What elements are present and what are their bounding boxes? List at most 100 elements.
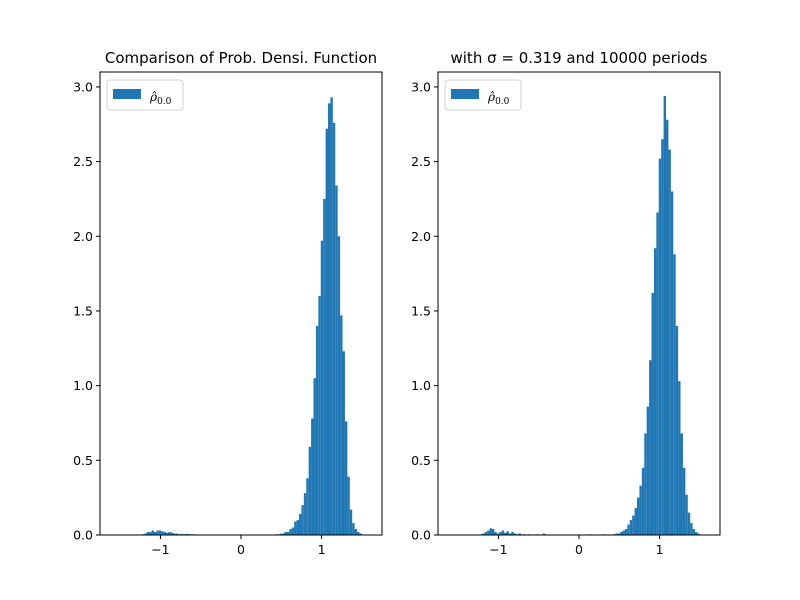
y-tick-label: 2.0 (411, 229, 431, 244)
y-tick-label: 2.5 (73, 154, 93, 169)
chart-title-left: Comparison of Prob. Densi. Function (105, 49, 377, 67)
x-tick-label: −1 (151, 542, 169, 557)
histogram-bar (347, 476, 350, 535)
histogram-bar (149, 532, 152, 535)
legend-box-right (444, 79, 522, 111)
histogram-bar (354, 529, 358, 535)
histogram-bar (299, 514, 302, 535)
histogram-bar (332, 122, 336, 535)
histogram-bar (301, 505, 304, 535)
histogram-bar (330, 97, 333, 535)
legend-label-left: ρ̂0.0 (149, 90, 172, 107)
histogram-bar (484, 532, 488, 535)
histogram-bar (629, 520, 633, 535)
histogram-bar (487, 530, 490, 535)
x-axis-ticks-left: −1 0 1 (151, 535, 326, 557)
histogram-bar (542, 533, 546, 535)
histogram-bar (289, 529, 292, 535)
legend-left: ρ̂0.0 (106, 79, 184, 111)
histogram-bar (513, 533, 517, 535)
histogram-bar (641, 467, 645, 535)
histogram-bar (506, 531, 509, 535)
histogram-bar (146, 532, 150, 535)
histogram-bar (328, 103, 331, 536)
y-tick-label: 1.0 (411, 378, 431, 393)
histogram-bar (501, 530, 505, 535)
histogram-bar (308, 446, 312, 535)
histogram-bar (658, 158, 662, 535)
histogram-bar (357, 532, 360, 535)
histogram-bar (687, 512, 691, 535)
y-tick-label: 2.0 (73, 229, 93, 244)
legend-right: ρ̂0.0 (444, 79, 522, 111)
y-tick-label: 1.0 (73, 378, 93, 393)
histogram-bar (313, 378, 316, 535)
histogram-bar (291, 527, 295, 535)
x-tick-label: 0 (237, 542, 245, 557)
histogram-bar (318, 296, 321, 535)
x-tick-label: 0 (575, 542, 583, 557)
x-tick-label: −1 (489, 542, 507, 557)
histogram-bar (675, 325, 679, 535)
histogram-bar (632, 515, 635, 535)
y-tick-label: 3.0 (73, 79, 93, 94)
histogram-bar (697, 533, 700, 535)
histogram-bar (615, 533, 618, 535)
histogram-bar (151, 530, 154, 535)
histogram-bar (663, 95, 667, 536)
histogram-bar (695, 532, 698, 535)
histogram-bar (158, 530, 162, 535)
histogram-bar (156, 530, 159, 535)
histogram-bar (335, 185, 338, 535)
x-tick-label: 1 (318, 542, 326, 557)
subplot-right: with σ = 0.319 and 10000 periods −1 0 1 0.… (411, 49, 721, 557)
histogram-bar (624, 529, 628, 535)
histogram-bar (163, 532, 167, 535)
histogram-bar (352, 523, 355, 535)
y-tick-label: 0.5 (411, 453, 431, 468)
histogram-bar (504, 532, 507, 535)
histogram-bar (185, 533, 188, 535)
legend-label-sub-left: 0.0 (157, 97, 172, 107)
y-axis-ticks-right: 0.0 0.5 1.0 1.5 2.0 2.5 3.0 (411, 79, 438, 543)
histogram-bar (639, 485, 642, 535)
histogram-bar (637, 497, 640, 535)
histogram-bar (342, 351, 345, 535)
histogram-bar (617, 533, 621, 535)
histogram-bars-right (479, 95, 700, 536)
histogram-bar (325, 128, 329, 535)
histogram-bar (634, 508, 638, 535)
histogram-bar (170, 532, 174, 535)
histogram-bar (653, 248, 657, 536)
legend-box-left (106, 79, 184, 111)
histogram-bar (344, 421, 348, 535)
histogram-bar (508, 533, 512, 535)
y-tick-label: 1.5 (73, 303, 93, 318)
histogram-bar (518, 533, 521, 535)
y-tick-label: 1.5 (411, 303, 431, 318)
histogram-bar (482, 533, 485, 535)
y-tick-label: 2.5 (411, 154, 431, 169)
histogram-bar (685, 494, 688, 535)
histogram-bar (153, 532, 157, 535)
histogram-bar (627, 524, 630, 535)
histogram-bar (682, 467, 686, 535)
histogram-bar (180, 533, 183, 535)
legend-swatch-left (113, 89, 141, 99)
histogram-bar (337, 236, 341, 536)
subplot-left: Comparison of Prob. Densi. Function −1 0 1… (73, 49, 383, 557)
histogram-bar (678, 381, 681, 535)
legend-label-base-left: ρ̂ (149, 90, 157, 104)
histogram-bar (489, 528, 492, 535)
histogram-bar (651, 293, 654, 535)
legend-label-right: ρ̂0.0 (487, 90, 510, 107)
histogram-bar (491, 529, 495, 535)
histogram-bar (668, 149, 671, 535)
histogram-bar (175, 533, 179, 535)
histogram-bar (692, 529, 696, 535)
histogram-bar (620, 532, 623, 535)
y-axis-ticks-left: 0.0 0.5 1.0 1.5 2.0 2.5 3.0 (73, 79, 100, 543)
histogram-bar (294, 521, 297, 535)
histogram-bar (349, 509, 353, 535)
histogram-bar (284, 532, 287, 535)
